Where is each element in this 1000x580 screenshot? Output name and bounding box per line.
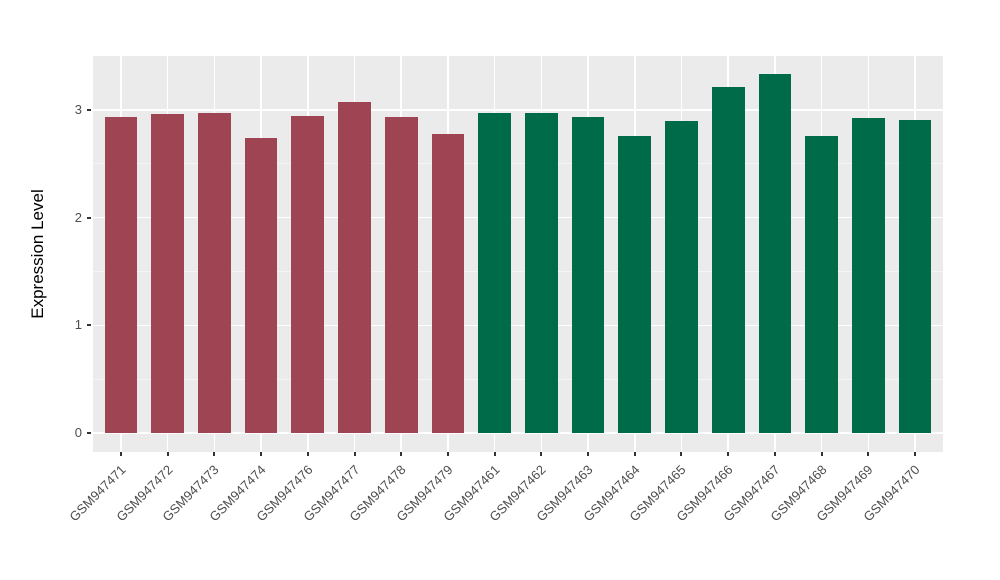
x-tick-mark [213, 452, 216, 456]
x-axis-tick-label: GSM947469 [813, 462, 876, 525]
x-axis-tick-label: GSM947472 [113, 462, 176, 525]
x-tick-mark [820, 452, 823, 456]
y-tick-mark [87, 216, 91, 219]
x-axis-tick-label: GSM947476 [253, 462, 316, 525]
bar-GSM947474 [244, 137, 278, 434]
gridline-major [93, 432, 943, 434]
x-tick-mark [446, 452, 449, 456]
y-axis-tick-label: 2 [74, 209, 82, 225]
bar-GSM947477 [338, 102, 371, 434]
x-tick-mark [260, 452, 263, 456]
x-tick-mark [913, 452, 916, 456]
bar-GSM947463 [571, 117, 605, 434]
x-tick-mark [680, 452, 683, 456]
x-axis-tick-label: GSM947461 [440, 462, 503, 525]
bar-GSM947465 [665, 120, 698, 434]
x-axis-tick-label: GSM947477 [299, 462, 363, 525]
x-tick-mark [867, 452, 870, 456]
x-axis-tick-label: GSM947471 [66, 462, 129, 525]
bar-GSM947467 [758, 74, 792, 434]
bar-GSM947468 [805, 135, 838, 434]
x-tick-mark [727, 452, 730, 456]
x-tick-mark [120, 452, 123, 456]
x-tick-mark [633, 452, 636, 456]
bar-GSM947461 [478, 113, 511, 434]
bar-GSM947470 [898, 119, 932, 434]
gridline-minor [93, 378, 943, 380]
y-tick-mark [87, 108, 91, 111]
y-axis-tick-label: 1 [74, 317, 82, 333]
plot-panel [93, 56, 943, 452]
bar-GSM947471 [104, 117, 138, 434]
bar-GSM947476 [291, 116, 325, 434]
x-axis-tick-label: GSM947468 [766, 462, 830, 525]
x-axis-tick-label: GSM947470 [860, 462, 923, 525]
bar-GSM947464 [618, 135, 652, 434]
bar-GSM947469 [851, 118, 885, 434]
gridline-major [93, 109, 943, 111]
x-tick-mark [540, 452, 543, 456]
x-axis-tick-label: GSM947465 [626, 462, 690, 525]
x-axis-tick-label: GSM947463 [533, 462, 596, 525]
x-axis-tick-label: GSM947473 [159, 462, 223, 525]
x-axis-tick-label: GSM947462 [486, 462, 549, 525]
x-axis-tick-label: GSM947478 [346, 462, 409, 525]
x-axis-tick-label: GSM947467 [720, 462, 783, 525]
y-axis-tick-label: 3 [74, 101, 82, 117]
x-tick-mark [166, 452, 169, 456]
x-axis-tick-label: GSM947464 [580, 462, 643, 525]
x-tick-mark [306, 452, 309, 456]
x-axis-tick-label: GSM947479 [393, 462, 456, 525]
y-tick-mark [87, 432, 91, 435]
x-tick-mark [353, 452, 356, 456]
x-axis-tick-label: GSM947466 [673, 462, 736, 525]
bar-GSM947472 [151, 114, 185, 434]
bar-GSM947462 [525, 113, 558, 434]
gridline-major [93, 216, 943, 219]
y-axis-tick-label: 0 [74, 425, 82, 441]
x-tick-mark [400, 452, 403, 456]
y-tick-mark [87, 324, 91, 327]
x-tick-mark [587, 452, 590, 456]
gridline-major [93, 324, 943, 327]
bar-GSM947478 [384, 117, 418, 434]
bar-GSM947479 [431, 133, 465, 434]
gridline-minor [93, 271, 943, 272]
bar-GSM947473 [198, 113, 231, 434]
bar-GSM947466 [711, 87, 745, 434]
x-axis-tick-label: GSM947474 [206, 462, 269, 525]
gridline-minor [93, 163, 943, 165]
x-tick-mark [493, 452, 496, 456]
x-tick-mark [773, 452, 776, 456]
